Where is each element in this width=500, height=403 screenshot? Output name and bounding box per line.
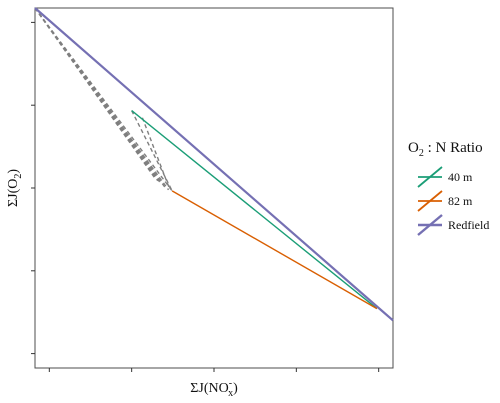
guide-line-7 xyxy=(141,117,170,189)
plot-area xyxy=(34,7,394,369)
y-axis-title: ΣJ(O2) xyxy=(6,169,24,207)
guide-line-1 xyxy=(34,7,170,191)
x-axis-title: ΣJ(NO-x) xyxy=(190,378,238,399)
legend-label: 40 m xyxy=(448,170,473,184)
legend-item-redfield: Redfield xyxy=(417,214,489,236)
guide-line-6 xyxy=(131,110,173,192)
guide-line-0 xyxy=(34,7,173,192)
series-line-redfield xyxy=(34,7,394,322)
legend-item-40-m: 40 m xyxy=(417,166,473,188)
legend-title: O2 : N Ratio xyxy=(408,140,483,159)
series-line-40-m xyxy=(131,110,378,310)
plot-border xyxy=(34,7,394,369)
legend: O2 : N Ratio 40 m 82 m Redfield xyxy=(408,140,489,236)
guide-line-2 xyxy=(34,7,166,188)
legend-label: 82 m xyxy=(448,194,473,208)
series-line-82-m xyxy=(171,190,378,310)
axes-layer: ΣJ(NO-x) ΣJ(O2) xyxy=(6,21,380,399)
guide-line-5 xyxy=(34,7,155,178)
legend-item-82-m: 82 m xyxy=(417,190,473,212)
legend-label: Redfield xyxy=(448,218,489,232)
